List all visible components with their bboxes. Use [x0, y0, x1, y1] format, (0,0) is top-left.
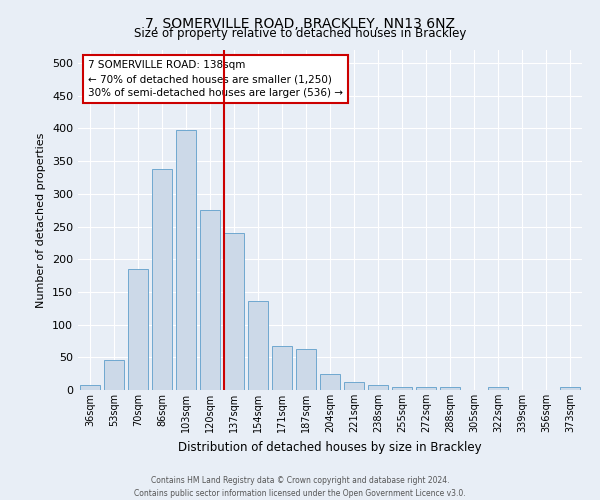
Y-axis label: Number of detached properties: Number of detached properties — [37, 132, 46, 308]
Text: Contains HM Land Registry data © Crown copyright and database right 2024.
Contai: Contains HM Land Registry data © Crown c… — [134, 476, 466, 498]
Bar — [176, 130, 196, 390]
Bar — [416, 388, 436, 390]
Bar — [224, 233, 244, 390]
Text: 7 SOMERVILLE ROAD: 138sqm
← 70% of detached houses are smaller (1,250)
30% of se: 7 SOMERVILLE ROAD: 138sqm ← 70% of detac… — [88, 60, 343, 98]
Bar — [488, 388, 508, 390]
Bar — [104, 360, 124, 390]
Bar — [272, 346, 292, 390]
Bar — [440, 388, 460, 390]
Bar — [344, 382, 364, 390]
Bar — [128, 269, 148, 390]
Bar — [560, 388, 580, 390]
Bar — [152, 169, 172, 390]
X-axis label: Distribution of detached houses by size in Brackley: Distribution of detached houses by size … — [178, 440, 482, 454]
Bar — [248, 301, 268, 390]
Bar — [320, 374, 340, 390]
Text: 7, SOMERVILLE ROAD, BRACKLEY, NN13 6NZ: 7, SOMERVILLE ROAD, BRACKLEY, NN13 6NZ — [145, 18, 455, 32]
Bar — [392, 388, 412, 390]
Bar — [200, 210, 220, 390]
Text: Size of property relative to detached houses in Brackley: Size of property relative to detached ho… — [134, 28, 466, 40]
Bar — [80, 385, 100, 390]
Bar — [368, 385, 388, 390]
Bar — [296, 349, 316, 390]
